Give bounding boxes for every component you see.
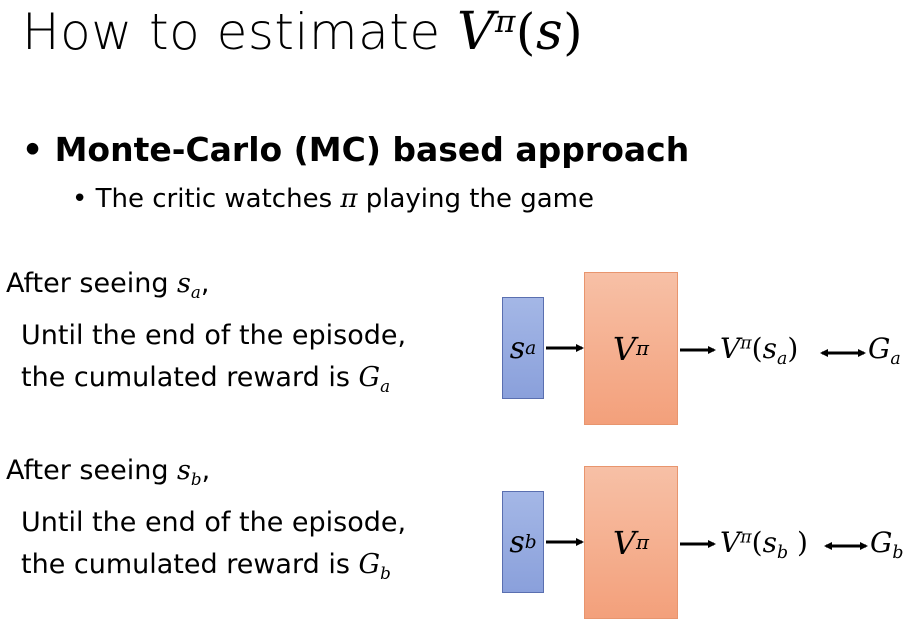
title-math-s: s [535, 2, 564, 62]
value-output-a: Vπ(sa) [720, 332, 799, 370]
cumulated-reward-line-b: the cumulated reward is Gb [21, 549, 391, 583]
target-return-b: Gb [870, 526, 904, 564]
after-seeing-sa: After seeing sa, [6, 268, 210, 302]
page-title: How to estimate Vπ(s) [22, 2, 584, 62]
bullet-dot: • [72, 184, 96, 214]
target-return-a: Ga [868, 332, 901, 370]
episode-end-line-a: Until the end of the episode, [21, 320, 407, 351]
title-math-pi: π [495, 3, 516, 40]
sub-bullet-critic: • The critic watches π playing the game [72, 184, 594, 214]
bullet-mc-approach: • Monte-Carlo (MC) based approach [22, 130, 690, 169]
bullet-dot: • [22, 130, 55, 169]
cumulated-reward-line-a: the cumulated reward is Ga [21, 362, 391, 396]
title-math-v: V [456, 2, 496, 62]
after-seeing-sb: After seeing sb, [6, 455, 211, 489]
episode-end-line-b: Until the end of the episode, [21, 507, 407, 538]
value-output-b: Vπ(sb ) [720, 526, 808, 564]
